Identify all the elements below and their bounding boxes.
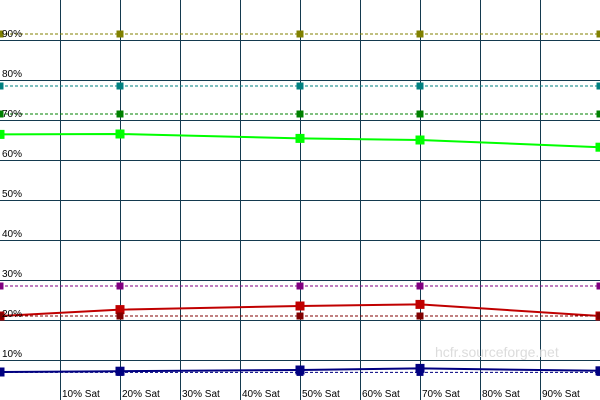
x-tick-label: 80% Sat	[482, 389, 520, 400]
data-point	[296, 82, 304, 90]
data-point	[116, 368, 124, 376]
y-tick-label: 50%	[2, 189, 22, 200]
data-point	[595, 142, 600, 152]
x-tick-label: 90% Sat	[542, 389, 580, 400]
data-point	[416, 312, 424, 320]
data-point	[416, 282, 424, 290]
x-tick-label: 10% Sat	[62, 389, 100, 400]
data-point	[596, 312, 600, 320]
data-point	[116, 82, 124, 90]
data-point	[115, 129, 125, 139]
y-tick-label: 40%	[2, 229, 22, 240]
y-tick-label: 30%	[2, 269, 22, 280]
x-tick-label: 50% Sat	[302, 389, 340, 400]
data-point	[416, 110, 424, 118]
data-point	[416, 82, 424, 90]
y-tick-label: 80%	[2, 69, 22, 80]
x-tick-label: 20% Sat	[122, 389, 160, 400]
data-point	[116, 282, 124, 290]
data-point	[0, 82, 4, 90]
y-tick-label: 90%	[2, 29, 22, 40]
data-point	[596, 368, 600, 376]
x-tick-label: 30% Sat	[182, 389, 220, 400]
data-point	[0, 129, 5, 139]
data-point	[115, 305, 125, 315]
data-point	[415, 363, 425, 373]
data-point	[0, 110, 4, 118]
data-point	[295, 301, 305, 311]
watermark: hcfr.sourceforge.net	[435, 344, 559, 360]
y-tick-label: 60%	[2, 149, 22, 160]
data-point	[596, 282, 600, 290]
data-point	[416, 30, 424, 38]
data-point	[295, 133, 305, 143]
data-point	[296, 312, 304, 320]
data-point	[296, 282, 304, 290]
data-point	[596, 30, 600, 38]
data-point	[296, 30, 304, 38]
data-point	[0, 30, 4, 38]
data-point	[0, 312, 4, 320]
x-tick-label: 60% Sat	[362, 389, 400, 400]
data-point	[415, 135, 425, 145]
points-layer	[0, 30, 600, 377]
x-tick-label: 70% Sat	[422, 389, 460, 400]
labels: 10% 20% 30% 40% 50% 60% 70% 80% 90% 10% Sat 20% Sa…	[2, 29, 580, 400]
data-point	[116, 30, 124, 38]
data-point	[116, 110, 124, 118]
data-point	[116, 312, 124, 320]
data-point	[0, 282, 4, 290]
y-tick-label: 20%	[2, 309, 22, 320]
data-point	[296, 368, 304, 376]
data-point	[296, 110, 304, 118]
y-tick-label: 10%	[2, 349, 22, 360]
x-tick-label: 40% Sat	[242, 389, 280, 400]
data-point	[415, 299, 425, 309]
data-point	[596, 110, 600, 118]
data-point	[596, 82, 600, 90]
data-point	[416, 368, 424, 376]
y-tick-label: 70%	[2, 109, 22, 120]
data-point	[0, 368, 4, 376]
